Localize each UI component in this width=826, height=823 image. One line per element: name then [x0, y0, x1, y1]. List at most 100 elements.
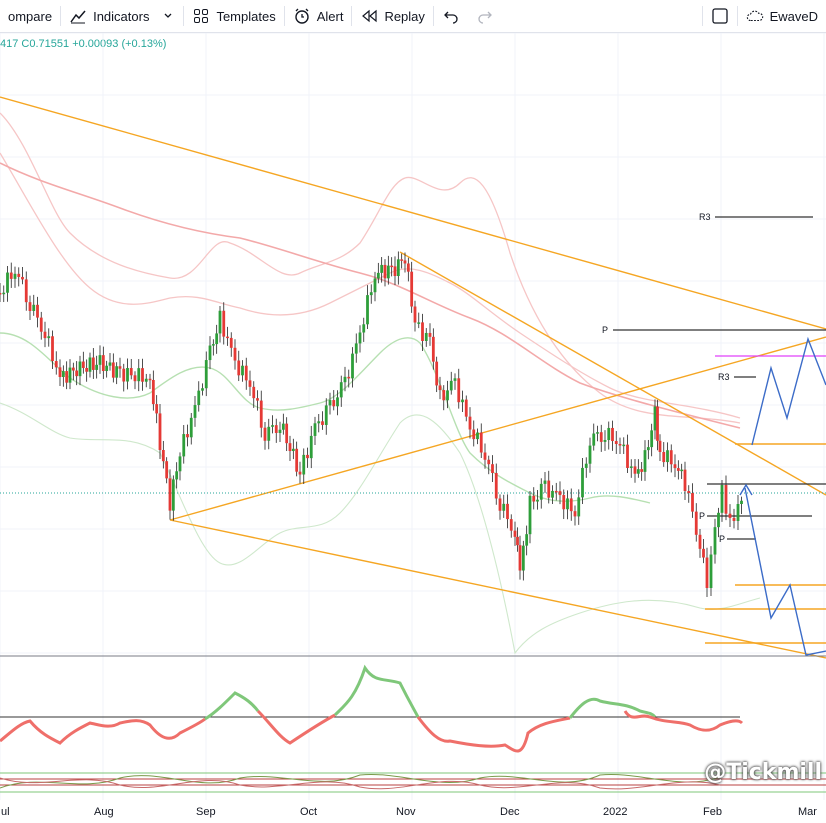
candle-down	[229, 337, 233, 348]
chart-area[interactable]: R3 P R3 P P	[0, 33, 826, 800]
chevron-down-icon[interactable]	[161, 7, 175, 25]
candle-down	[410, 271, 414, 307]
oscillator-red-line-3	[416, 716, 571, 753]
candle-down	[479, 432, 483, 453]
candle-up	[629, 466, 633, 468]
candle-down	[400, 259, 404, 261]
candle-down	[148, 378, 152, 381]
indicators-button[interactable]: Indicators	[61, 0, 183, 32]
xaxis-label: 2022	[603, 806, 628, 818]
candle-down	[494, 472, 498, 499]
candle-down	[656, 406, 659, 441]
time-axis: ul Aug Sep Oct Nov Dec 2022 Feb Mar	[0, 800, 826, 823]
xaxis-label: Sep	[196, 806, 216, 818]
candle-up	[646, 447, 650, 451]
replay-button[interactable]: Replay	[352, 0, 432, 32]
candle-up	[126, 368, 129, 382]
candle-down	[506, 503, 509, 520]
alert-label: Alert	[316, 8, 344, 24]
candle-down	[705, 557, 709, 588]
oscillator-red-line	[0, 717, 206, 745]
projection-up-path	[751, 336, 826, 446]
fullscreen-button[interactable]	[703, 0, 737, 32]
candle-up	[324, 405, 328, 425]
candle-down	[403, 260, 407, 264]
candle-down	[562, 495, 566, 510]
candle-up	[343, 376, 347, 383]
candle-up	[278, 429, 282, 433]
candle-up	[502, 503, 506, 511]
candle-down	[611, 427, 614, 442]
candle-up	[339, 382, 343, 398]
candle-up	[380, 264, 384, 273]
alert-button[interactable]: Alert	[285, 0, 352, 32]
candle-down	[573, 511, 577, 517]
candle-down	[133, 375, 137, 382]
candle-up	[566, 498, 569, 510]
templates-button[interactable]: Templates	[184, 0, 283, 32]
candle-down	[252, 386, 256, 399]
candle-up	[6, 272, 9, 293]
candle-up	[189, 417, 193, 438]
candle-up	[539, 483, 543, 500]
watermark-text: @Tickmill	[704, 760, 822, 785]
candle-down	[81, 361, 85, 368]
oscillator-green-line-2	[333, 664, 420, 718]
candle-down	[438, 385, 442, 391]
candle-down	[472, 429, 476, 440]
candle-up	[105, 365, 109, 372]
candle-down	[36, 304, 39, 318]
candle-up	[204, 360, 208, 389]
indicators-label: Indicators	[93, 8, 150, 24]
rewind-icon	[360, 7, 378, 25]
candle-up	[211, 344, 215, 346]
price-close: C0.71551	[21, 38, 70, 50]
candle-down	[118, 366, 122, 369]
r3-upper-label: R3	[699, 212, 711, 222]
candle-up	[396, 259, 400, 276]
candle-down	[285, 423, 289, 444]
compare-button[interactable]: ompare	[0, 0, 60, 32]
r3-lower-label: R3	[718, 372, 730, 382]
candle-down	[295, 448, 299, 472]
trendline-descending	[399, 251, 826, 496]
candle-down	[298, 471, 302, 475]
candle-down	[683, 469, 687, 491]
candle-down	[383, 264, 387, 279]
candle-up	[643, 450, 647, 472]
candle-up	[636, 469, 640, 474]
candle-up	[208, 345, 212, 361]
indicators-icon	[69, 7, 87, 25]
oscillator-green-line-3	[568, 697, 657, 719]
candle-down	[658, 440, 662, 452]
candle-up	[32, 304, 36, 311]
candle-up	[354, 343, 358, 354]
toolbar-divider	[351, 6, 353, 26]
candle-up	[366, 295, 369, 325]
candle-down	[626, 444, 629, 468]
candle-up	[666, 450, 669, 463]
candle-down	[614, 441, 618, 444]
undo-button[interactable]	[434, 0, 468, 32]
candle-down	[691, 493, 694, 512]
xaxis-label: Aug	[94, 806, 114, 818]
candle-down	[673, 464, 677, 469]
candle-up	[68, 367, 72, 383]
candle-up	[717, 512, 720, 528]
candle-down	[141, 368, 144, 382]
candle-up	[592, 433, 596, 446]
redo-button[interactable]	[468, 0, 502, 32]
watermark-logo: @Tickmill	[704, 760, 822, 785]
candle-down	[85, 367, 89, 372]
candle-down	[24, 279, 28, 303]
candle-down	[599, 432, 603, 442]
toolbar-divider	[736, 6, 738, 26]
account-button[interactable]: EwaveD	[738, 0, 826, 32]
toolbar-divider	[60, 6, 62, 26]
candle-up	[309, 435, 313, 459]
candle-up	[709, 554, 713, 588]
lower-osc-2	[0, 777, 721, 790]
candle-down	[698, 534, 702, 549]
candle-up	[680, 469, 684, 472]
candle-up	[271, 425, 274, 427]
